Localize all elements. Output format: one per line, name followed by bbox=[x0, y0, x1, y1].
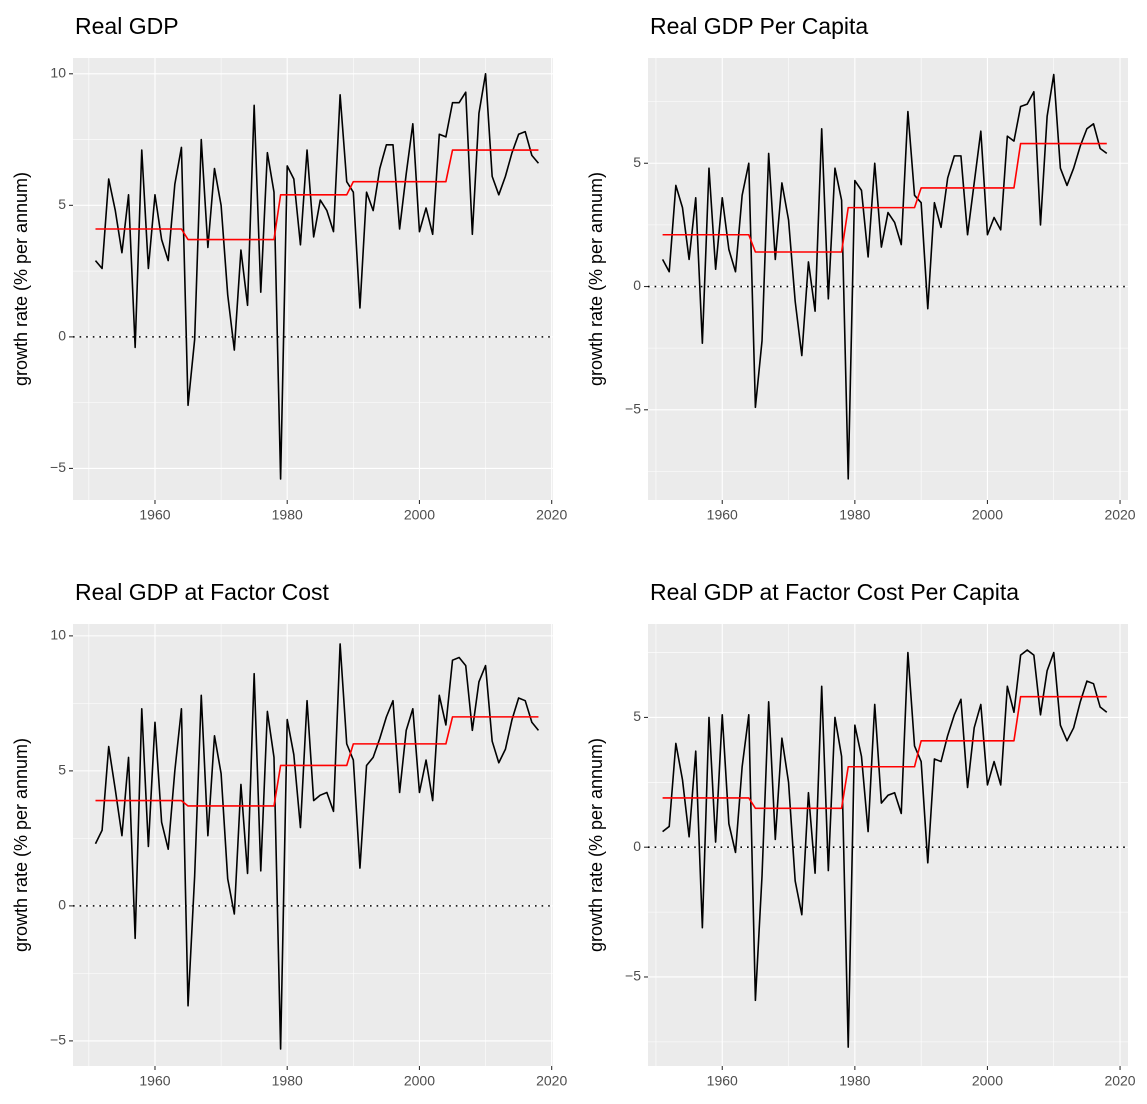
series-line bbox=[662, 649, 1108, 1048]
chart-title: Real GDP at Factor Cost Per Capita bbox=[650, 579, 1019, 605]
chart-title: Real GDP at Factor Cost bbox=[75, 579, 330, 605]
panel: 1960 1980 2000 2020 −5 0 5 10 Real GDP growth rat… bbox=[11, 13, 568, 523]
x-tick-label: 1960 bbox=[707, 1073, 738, 1089]
x-tick-label: 1980 bbox=[839, 507, 870, 523]
x-tick-label: 1980 bbox=[272, 507, 303, 523]
x-tick-label: 2000 bbox=[972, 1073, 1003, 1089]
x-tick-label: 1960 bbox=[707, 507, 738, 523]
y-axis-title: growth rate (% per annum) bbox=[586, 738, 606, 952]
x-tick-label: 2020 bbox=[536, 507, 567, 523]
y-tick-label: 5 bbox=[633, 708, 641, 724]
y-tick-label: 0 bbox=[633, 838, 641, 854]
y-tick-label: 10 bbox=[50, 64, 66, 80]
y-axis-title: growth rate (% per annum) bbox=[586, 172, 606, 386]
x-tick-label: 1960 bbox=[139, 507, 170, 523]
y-tick-label: −5 bbox=[50, 459, 66, 475]
panel: 1960 1980 2000 2020 −5 0 5 10 Real GDP at Factor… bbox=[11, 579, 568, 1089]
panel: 1960 1980 2000 2020 −5 0 5 Real GDP at Factor C… bbox=[586, 579, 1136, 1089]
y-tick-label: 5 bbox=[58, 196, 66, 212]
y-axis-title: growth rate (% per annum) bbox=[11, 738, 31, 952]
y-tick-label: 5 bbox=[58, 762, 66, 778]
chart-title: Real GDP Per Capita bbox=[650, 13, 868, 39]
series-line bbox=[662, 695, 1107, 810]
plot-background bbox=[73, 58, 553, 500]
y-tick-label: −5 bbox=[625, 400, 641, 416]
y-tick-label: −5 bbox=[625, 968, 641, 984]
y-tick-label: 0 bbox=[58, 897, 66, 913]
series-line bbox=[95, 149, 539, 241]
chart-title: Real GDP bbox=[75, 13, 179, 39]
y-tick-label: 10 bbox=[50, 627, 66, 643]
x-tick-label: 1980 bbox=[272, 1073, 303, 1089]
x-tick-label: 2000 bbox=[404, 1073, 435, 1089]
series-line bbox=[662, 142, 1107, 253]
plot-background bbox=[73, 624, 553, 1066]
plot-background bbox=[648, 624, 1128, 1066]
series-line bbox=[94, 72, 540, 480]
y-tick-label: 5 bbox=[633, 154, 641, 170]
y-axis-title: growth rate (% per annum) bbox=[11, 172, 31, 386]
x-tick-label: 2020 bbox=[1104, 507, 1135, 523]
x-tick-label: 1960 bbox=[139, 1073, 170, 1089]
panel: 1960 1980 2000 2020 −5 0 5 Real GDP Per Capita g… bbox=[586, 13, 1136, 523]
series-line bbox=[94, 643, 540, 1050]
y-tick-label: −5 bbox=[50, 1032, 66, 1048]
plot-background bbox=[648, 58, 1128, 500]
x-tick-label: 2020 bbox=[1104, 1073, 1135, 1089]
x-tick-label: 1980 bbox=[839, 1073, 870, 1089]
series-line bbox=[95, 716, 539, 807]
x-tick-label: 2000 bbox=[404, 507, 435, 523]
x-tick-label: 2020 bbox=[536, 1073, 567, 1089]
series-line bbox=[661, 73, 1108, 480]
x-tick-label: 2000 bbox=[972, 507, 1003, 523]
y-tick-label: 0 bbox=[58, 328, 66, 344]
y-tick-label: 0 bbox=[633, 277, 641, 293]
